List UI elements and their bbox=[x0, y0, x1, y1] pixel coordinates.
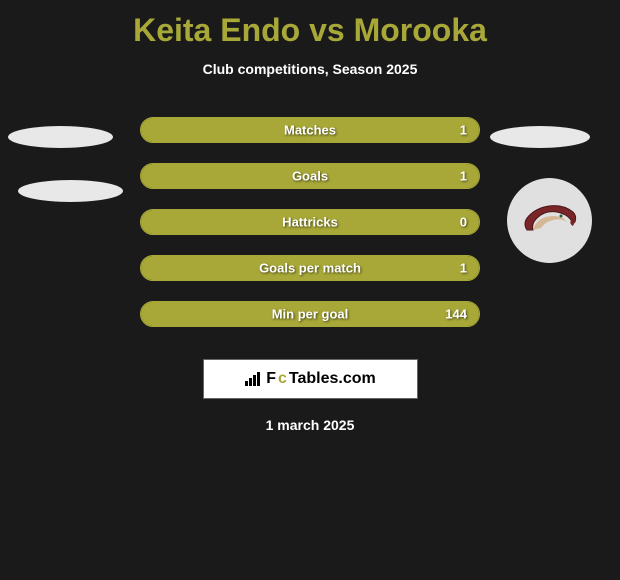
stat-bar-hattricks: Hattricks 0 bbox=[140, 209, 480, 235]
brand-rest: Tables.com bbox=[289, 370, 376, 388]
stat-value: 0 bbox=[460, 215, 467, 230]
stat-label: Matches bbox=[284, 123, 336, 138]
brand-letter-c: c bbox=[278, 370, 287, 388]
comparison-title: Keita Endo vs Morooka bbox=[0, 0, 620, 49]
subtitle: Club competitions, Season 2025 bbox=[0, 61, 620, 77]
team-logo-badge bbox=[507, 178, 592, 263]
decoration-ellipse-left-top bbox=[8, 126, 113, 148]
date-text: 1 march 2025 bbox=[0, 417, 620, 433]
brand-text: FcTables.com bbox=[244, 370, 376, 388]
decoration-ellipse-left-bottom bbox=[18, 180, 123, 202]
stat-label: Goals per match bbox=[259, 261, 361, 276]
decoration-ellipse-right bbox=[490, 126, 590, 148]
chart-bars-icon bbox=[244, 371, 264, 387]
stat-label: Hattricks bbox=[282, 215, 338, 230]
brand-attribution-box: FcTables.com bbox=[203, 359, 418, 399]
stat-value: 144 bbox=[445, 307, 467, 322]
stat-label: Goals bbox=[292, 169, 328, 184]
stat-bar-goals: Goals 1 bbox=[140, 163, 480, 189]
brand-letter-f: F bbox=[266, 370, 276, 388]
stat-value: 1 bbox=[460, 261, 467, 276]
stat-label: Min per goal bbox=[272, 307, 349, 322]
stat-bar-goals-per-match: Goals per match 1 bbox=[140, 255, 480, 281]
stat-value: 1 bbox=[460, 169, 467, 184]
team-logo-icon bbox=[521, 198, 579, 244]
stat-bar-min-per-goal: Min per goal 144 bbox=[140, 301, 480, 327]
stat-value: 1 bbox=[460, 123, 467, 138]
stat-bar-matches: Matches 1 bbox=[140, 117, 480, 143]
